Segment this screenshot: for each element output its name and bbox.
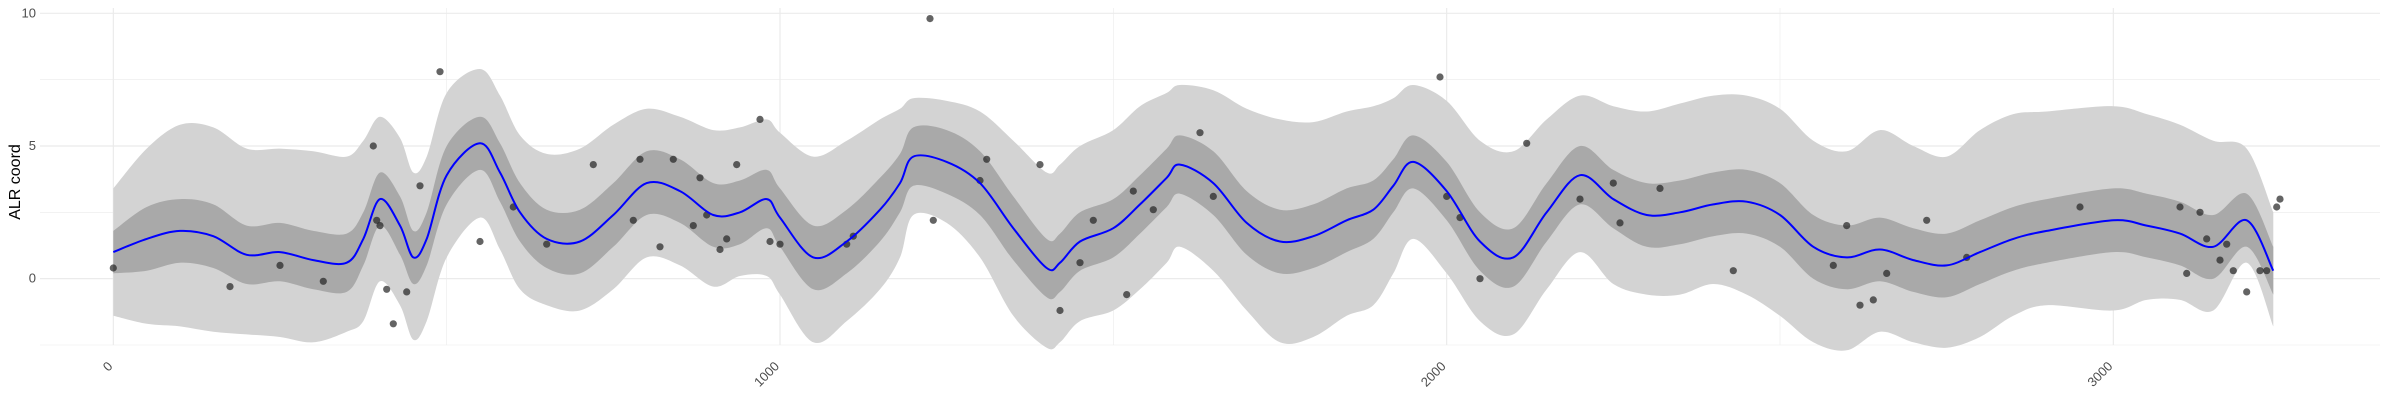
- data-point: [1576, 195, 1584, 203]
- data-point: [543, 240, 551, 248]
- x-tick-label: 3000: [2084, 359, 2115, 390]
- data-point: [1729, 267, 1737, 275]
- data-point: [416, 182, 424, 190]
- y-axis-title: ALR coord: [7, 144, 24, 220]
- x-tick-labels: 0 1000 2000 3000: [100, 359, 2116, 390]
- data-point: [2243, 288, 2251, 296]
- data-point: [373, 216, 381, 224]
- data-point: [926, 15, 934, 23]
- data-point: [689, 222, 697, 230]
- data-point: [669, 155, 677, 163]
- data-point: [403, 288, 411, 296]
- data-point: [589, 161, 597, 169]
- data-point: [733, 161, 741, 169]
- data-point: [929, 216, 937, 224]
- data-point: [2229, 267, 2237, 275]
- data-point: [1129, 187, 1137, 195]
- data-point: [2216, 256, 2224, 264]
- data-point: [1036, 161, 1044, 169]
- data-point: [636, 155, 644, 163]
- data-point: [226, 283, 234, 291]
- data-point: [696, 174, 704, 182]
- data-point: [1923, 216, 1931, 224]
- data-point: [1869, 296, 1877, 304]
- data-point: [629, 216, 637, 224]
- data-point: [1609, 179, 1617, 187]
- data-point: [1196, 129, 1204, 137]
- data-point: [656, 243, 664, 251]
- data-point: [389, 320, 397, 328]
- data-point: [1829, 261, 1837, 269]
- inner-band-layer: [113, 116, 2274, 300]
- data-point: [2223, 240, 2231, 248]
- data-point: [2273, 203, 2281, 211]
- data-point: [2076, 203, 2084, 211]
- data-point: [1616, 219, 1624, 227]
- data-point: [1076, 259, 1084, 267]
- data-point: [109, 264, 117, 272]
- data-point: [436, 68, 444, 76]
- data-point: [1056, 306, 1064, 315]
- data-point: [1476, 275, 1484, 283]
- x-tick-label: 1000: [751, 359, 782, 390]
- x-tick-label: 2000: [1418, 359, 1449, 390]
- data-point: [756, 115, 764, 123]
- y-tick-label: 10: [22, 5, 36, 20]
- data-point: [1656, 184, 1664, 192]
- data-point: [2276, 195, 2284, 203]
- data-point: [369, 142, 377, 150]
- data-point: [716, 245, 724, 254]
- data-point: [776, 240, 784, 248]
- data-point: [1883, 269, 1891, 277]
- data-point: [1123, 291, 1131, 299]
- data-point: [276, 261, 284, 269]
- x-tick-label: 0: [100, 359, 116, 375]
- data-point: [383, 285, 391, 293]
- data-point: [319, 277, 327, 285]
- data-point: [2176, 203, 2184, 211]
- data-point: [1149, 206, 1157, 214]
- data-point: [2256, 267, 2264, 275]
- mean-line-layer: [112, 142, 2275, 272]
- data-point: [1523, 139, 1531, 147]
- data-point: [983, 155, 991, 163]
- data-point: [1436, 73, 1444, 81]
- data-point: [1209, 192, 1217, 200]
- data-point: [1856, 301, 1864, 309]
- mean-line: [112, 142, 2275, 272]
- data-point: [723, 235, 731, 243]
- data-point: [2183, 269, 2191, 277]
- data-point: [376, 222, 384, 230]
- points-layer: [109, 15, 2284, 328]
- y-tick-label: 5: [29, 138, 36, 153]
- y-tick-labels: 0 5 10: [22, 5, 36, 285]
- y-tick-label: 0: [29, 271, 36, 286]
- data-point: [476, 237, 484, 246]
- data-point: [1843, 222, 1851, 230]
- data-point: [2196, 208, 2204, 216]
- data-point: [2263, 267, 2271, 275]
- outer-band-layer: [113, 68, 2274, 351]
- data-point: [2203, 235, 2211, 243]
- data-point: [766, 237, 774, 246]
- inner-band: [113, 116, 2274, 300]
- outer-band: [113, 68, 2274, 351]
- data-point: [1089, 216, 1097, 224]
